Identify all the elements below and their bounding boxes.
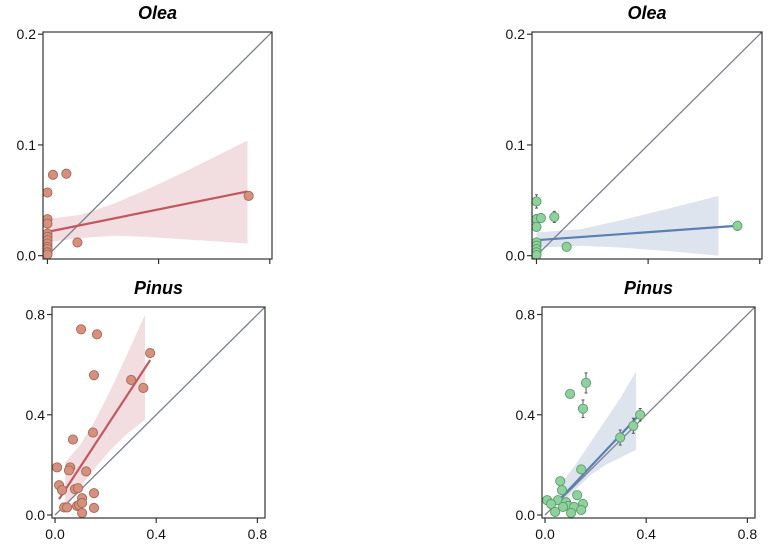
panel-title: Olea: [627, 3, 666, 23]
data-point: [628, 420, 639, 431]
data-point: [549, 211, 560, 222]
identity-line: [544, 307, 755, 516]
panel-title: Pinus: [624, 278, 673, 298]
data-point: [76, 324, 87, 335]
data-point: [145, 348, 156, 359]
plot-content: [542, 307, 755, 518]
panel-title: Pinus: [134, 278, 183, 298]
y-tick-label: 0.1: [17, 137, 37, 153]
data-point: [577, 403, 589, 414]
y-tick-label: 0.0: [26, 507, 46, 523]
plot-frame: [51, 306, 266, 519]
y-tick-label: 0.4: [516, 407, 536, 423]
y-tick-label: 0.8: [516, 307, 536, 323]
data-point: [47, 169, 59, 180]
data-point: [556, 485, 568, 496]
data-point: [566, 507, 577, 518]
y-tick-label: 0.4: [26, 407, 46, 423]
data-point: [43, 249, 53, 259]
data-point: [63, 465, 74, 476]
data-point: [73, 483, 84, 494]
panel-pinus-modeled: 0.0 0.4 0.8 0.0 0.4 0.8 Pinus: [516, 278, 758, 542]
y-tick-label: 0.2: [506, 26, 526, 42]
data-point: [88, 488, 100, 499]
data-point: [126, 374, 137, 385]
data-point: [52, 462, 63, 473]
plot-content: [43, 32, 272, 259]
panel-olea-modeled: 0.0 0.1 0.2 Olea: [506, 3, 763, 264]
regression-line: [551, 413, 641, 509]
data-point: [576, 504, 587, 516]
data-point: [87, 427, 99, 438]
identity-line: [54, 307, 265, 516]
data-point: [576, 464, 587, 475]
data-point: [550, 506, 561, 518]
data-point: [57, 485, 68, 496]
panel-olea-observed: 0.0 0.1 0.2 Olea: [17, 3, 273, 264]
y-tick-label: 0.0: [17, 248, 37, 264]
data-point: [43, 187, 53, 198]
panel-pinus-observed: 0.0 0.4 0.8 0.0 0.4 0.8 Pinus: [26, 278, 268, 542]
data-point: [243, 190, 254, 201]
data-point: [561, 241, 572, 252]
x-tick-label: 0.4: [636, 526, 656, 542]
panel-title: Olea: [138, 3, 177, 23]
y-tick-label: 0.0: [506, 248, 526, 264]
data-point: [67, 434, 79, 445]
data-point: [62, 502, 73, 513]
confidence-band: [47, 140, 248, 244]
data-point: [88, 502, 100, 514]
data-point: [615, 432, 626, 443]
identity-line: [46, 32, 272, 257]
plot-content: [532, 32, 762, 259]
x-tick-label: 0.8: [248, 526, 268, 542]
data-point: [61, 168, 72, 179]
x-tick-label: 0.4: [146, 526, 166, 542]
regression-line: [58, 359, 152, 500]
x-tick-label: 0.0: [45, 526, 65, 542]
y-tick-label: 0.0: [516, 507, 536, 523]
data-point: [532, 196, 542, 207]
plot-content: [52, 307, 265, 518]
x-tick-label: 0.0: [535, 526, 555, 542]
confidence-band: [536, 195, 719, 256]
data-point: [555, 476, 566, 487]
regression-line: [536, 224, 738, 242]
data-point: [565, 388, 576, 400]
data-point: [535, 212, 546, 224]
data-point: [88, 370, 100, 381]
data-point: [77, 497, 88, 509]
data-point: [580, 377, 592, 388]
data-point: [546, 498, 557, 510]
data-point: [532, 250, 542, 259]
data-point: [43, 218, 53, 229]
data-point: [91, 329, 103, 340]
data-point: [557, 501, 569, 513]
identity-line: [536, 32, 762, 257]
y-tick-label: 0.2: [17, 26, 37, 42]
data-point: [532, 221, 542, 232]
plot-frame: [541, 306, 756, 519]
data-point: [572, 490, 583, 501]
data-point: [732, 220, 743, 231]
data-point: [635, 409, 646, 420]
y-tick-label: 0.8: [26, 307, 46, 323]
data-point: [138, 382, 149, 393]
y-tick-label: 0.1: [506, 137, 526, 153]
data-point: [77, 507, 88, 518]
data-point: [72, 237, 83, 248]
regression-line: [47, 190, 248, 233]
x-tick-label: 0.8: [738, 526, 758, 542]
data-point: [81, 466, 92, 477]
